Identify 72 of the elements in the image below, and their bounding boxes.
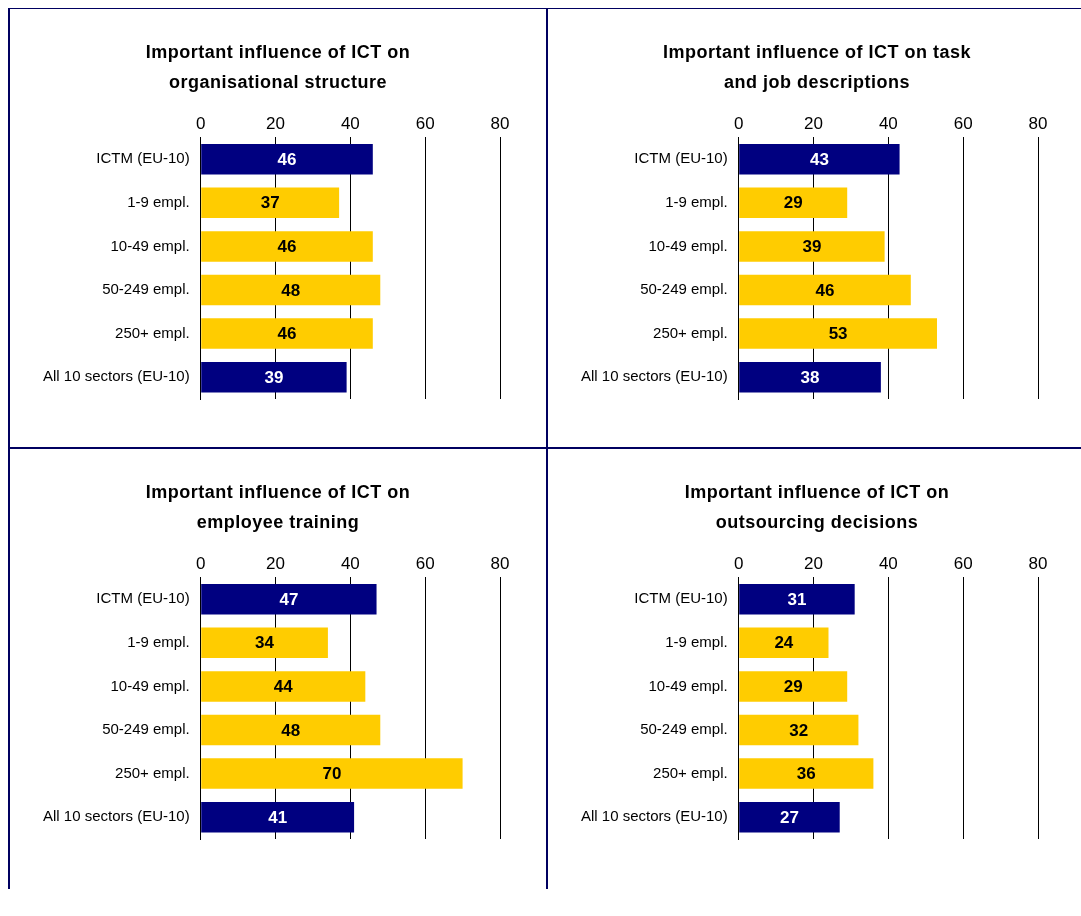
x-tick-label: 20 <box>804 113 823 133</box>
y-tick-label: 50-249 empl. <box>640 280 728 298</box>
chart-title: Important influence of ICT on outsourcing decisions <box>683 481 951 534</box>
y-tick-label: 250+ empl. <box>115 323 190 341</box>
data-label: 39 <box>802 237 822 257</box>
data-label: 44 <box>273 677 294 697</box>
x-tick-label: 40 <box>878 113 898 133</box>
x-tick-label: 60 <box>953 113 973 133</box>
data-label: 46 <box>277 324 297 344</box>
x-tick-label: 80 <box>490 553 510 573</box>
data-label: 46 <box>277 149 297 169</box>
data-label: 48 <box>281 280 301 300</box>
data-label: 46 <box>815 280 835 300</box>
y-tick-label: 10-49 empl. <box>648 236 728 254</box>
data-label: 31 <box>787 589 807 609</box>
x-tick-label: 0 <box>733 113 744 133</box>
chart-title: Important influence of ICT on organisational structure <box>144 41 412 94</box>
y-tick-label: 1-9 empl. <box>665 632 728 650</box>
chart-title: Important influence of ICT on employee training <box>144 481 412 534</box>
x-tick-label: 0 <box>195 553 206 573</box>
y-tick-label: 1-9 empl. <box>127 192 190 210</box>
y-tick-label: 1-9 empl. <box>127 632 190 650</box>
x-tick-label: 20 <box>804 553 823 573</box>
y-tick-label: All 10 sectors (EU-10) <box>580 807 728 825</box>
data-label: 53 <box>828 324 848 344</box>
y-tick-label: All 10 sectors (EU-10) <box>42 807 190 825</box>
data-label: 46 <box>277 237 297 257</box>
y-tick-label: 250+ empl. <box>653 323 728 341</box>
x-tick-label: 60 <box>415 553 435 573</box>
x-tick-label: 20 <box>266 113 285 133</box>
y-tick-label: All 10 sectors (EU-10) <box>42 367 190 385</box>
y-tick-label: 10-49 empl. <box>110 236 190 254</box>
x-tick-label: 40 <box>878 553 898 573</box>
data-label: 47 <box>279 589 299 609</box>
y-tick-label: 1-9 empl. <box>665 192 728 210</box>
data-label: 41 <box>268 807 288 827</box>
data-label: 39 <box>264 367 284 387</box>
data-label: 29 <box>783 193 803 213</box>
data-label: 38 <box>800 367 820 387</box>
data-label: 32 <box>789 720 809 740</box>
x-tick-label: 40 <box>340 113 360 133</box>
x-tick-label: 0 <box>733 553 744 573</box>
data-label: 29 <box>783 677 803 697</box>
x-tick-label: 20 <box>266 553 285 573</box>
y-tick-label: 50-249 empl. <box>640 720 728 738</box>
y-tick-label: 250+ empl. <box>115 763 190 781</box>
data-label: 70 <box>322 764 342 784</box>
y-tick-label: 50-249 empl. <box>102 280 190 298</box>
y-tick-label: 50-249 empl. <box>102 720 190 738</box>
data-label: 24 <box>774 633 794 653</box>
data-label: 27 <box>780 807 799 827</box>
y-tick-label: All 10 sectors (EU-10) <box>580 367 728 385</box>
y-tick-label: ICTM (EU-10) <box>634 589 728 607</box>
x-tick-label: 80 <box>1028 113 1048 133</box>
y-tick-label: ICTM (EU-10) <box>96 589 190 607</box>
x-tick-label: 40 <box>340 553 360 573</box>
x-tick-label: 60 <box>953 553 973 573</box>
data-label: 36 <box>796 764 816 784</box>
data-label: 43 <box>809 149 829 169</box>
data-label: 34 <box>255 633 275 653</box>
chart-title: Important influence of ICT on task and job descriptions <box>662 41 972 94</box>
x-tick-label: 80 <box>1028 553 1048 573</box>
data-label: 37 <box>260 193 280 213</box>
x-tick-label: 60 <box>415 113 435 133</box>
data-label: 48 <box>281 720 301 740</box>
y-tick-label: ICTM (EU-10) <box>96 149 190 167</box>
x-tick-label: 0 <box>195 113 206 133</box>
y-tick-label: ICTM (EU-10) <box>634 149 728 167</box>
y-tick-label: 10-49 empl. <box>110 676 190 694</box>
y-tick-label: 250+ empl. <box>653 763 728 781</box>
x-tick-label: 80 <box>490 113 510 133</box>
y-tick-label: 10-49 empl. <box>648 676 728 694</box>
